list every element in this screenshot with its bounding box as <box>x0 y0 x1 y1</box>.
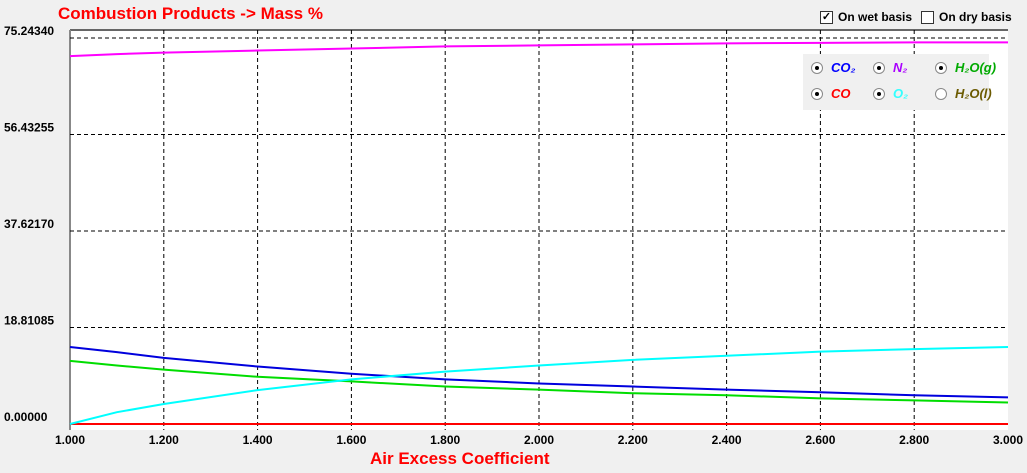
radio-button[interactable] <box>811 87 823 100</box>
y-tick-label: 37.62170 <box>4 217 54 231</box>
x-tick-label: 1.200 <box>149 433 179 447</box>
legend: CO₂ N₂ H₂O(g) CO O₂ H₂O(l) <box>803 54 996 110</box>
x-tick-label: 1.800 <box>430 433 460 447</box>
y-tick-label: 18.81085 <box>4 314 54 328</box>
x-tick-label: 2.000 <box>524 433 554 447</box>
series-line-o2 <box>69 346 1009 425</box>
x-tick-label: 1.400 <box>243 433 273 447</box>
legend-item[interactable]: H₂O(l) <box>935 86 992 101</box>
radio-button[interactable] <box>873 87 885 100</box>
legend-label: H₂O(g) <box>955 60 997 75</box>
radio-button[interactable] <box>935 87 947 100</box>
x-tick-label: 2.600 <box>805 433 835 447</box>
legend-label: CO₂ <box>831 60 856 75</box>
legend-label: CO <box>831 86 851 101</box>
x-tick-label: 1.000 <box>55 433 85 447</box>
checkbox-box[interactable]: ✓ <box>820 10 833 24</box>
legend-item[interactable]: H₂O(g) <box>935 60 996 75</box>
x-axis-label: Air Excess Coefficient <box>370 449 550 468</box>
series-line-h2og <box>69 359 1009 404</box>
x-tick-label: 1.600 <box>336 433 366 447</box>
legend-item[interactable]: CO₂ <box>811 60 855 75</box>
dry-basis-label: On dry basis <box>939 10 1012 24</box>
y-tick-label: 0.00000 <box>4 410 48 424</box>
x-tick-label: 2.800 <box>899 433 929 447</box>
legend-label: H₂O(l) <box>955 86 992 101</box>
legend-label: N₂ <box>893 60 908 75</box>
radio-button[interactable] <box>811 61 823 74</box>
checkbox-box[interactable] <box>921 10 934 24</box>
series-line-n2 <box>69 41 1008 58</box>
legend-item[interactable]: O₂ <box>873 86 908 101</box>
x-tick-label: 3.000 <box>993 433 1023 447</box>
legend-label: O₂ <box>893 86 909 101</box>
y-tick-label: 56.43255 <box>4 121 54 135</box>
x-tick-label: 2.200 <box>618 433 648 447</box>
wet-basis-checkbox[interactable]: ✓ On wet basis <box>820 10 912 24</box>
wet-basis-label: On wet basis <box>838 10 913 24</box>
legend-item[interactable]: N₂ <box>873 60 907 75</box>
chart-title: Combustion Products -> Mass % <box>58 4 323 23</box>
legend-item[interactable]: CO <box>811 86 851 101</box>
x-tick-label: 2.400 <box>712 433 742 447</box>
radio-button[interactable] <box>873 61 885 74</box>
radio-button[interactable] <box>935 61 947 74</box>
y-tick-label: 75.24340 <box>4 24 54 38</box>
series-line-co2 <box>69 346 1009 399</box>
dry-basis-checkbox[interactable]: On dry basis <box>921 10 1012 24</box>
